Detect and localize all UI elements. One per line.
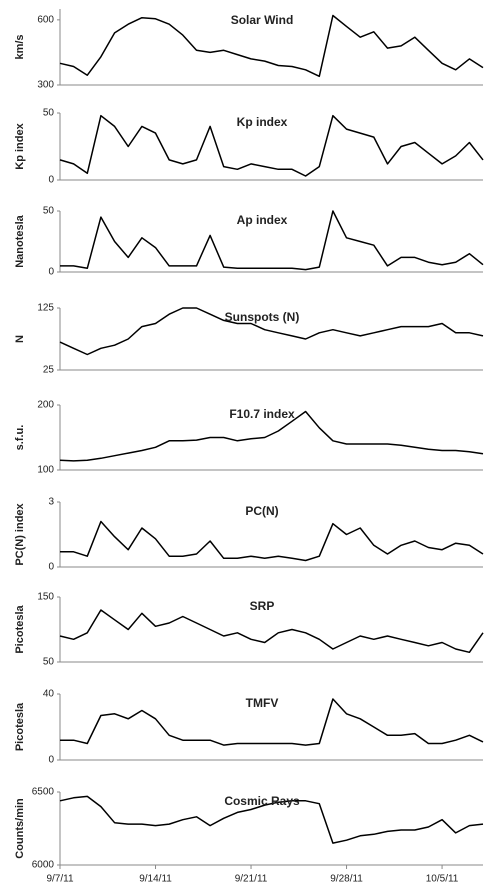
x-tick-label: 9/28/11 bbox=[330, 874, 363, 885]
y-axis-label: Picotesla bbox=[14, 604, 26, 653]
y-tick-label: 100 bbox=[37, 465, 54, 476]
y-tick-label: 0 bbox=[48, 562, 54, 573]
x-tick-label: 9/14/11 bbox=[139, 874, 172, 885]
data-line bbox=[59, 609, 484, 654]
data-line bbox=[60, 210, 484, 271]
data-line bbox=[60, 520, 484, 562]
y-tick-label: 25 bbox=[43, 365, 55, 376]
y-axis-label: Kp index bbox=[14, 122, 26, 169]
x-tick-label: 9/21/11 bbox=[235, 874, 268, 885]
y-tick-label: 50 bbox=[43, 657, 55, 668]
y-tick-label: 50 bbox=[43, 206, 55, 217]
panel-title: SRP bbox=[250, 599, 275, 613]
panel-title: Kp index bbox=[237, 115, 288, 129]
panel-title: Ap index bbox=[237, 213, 288, 227]
panel-title: Cosmic Rays bbox=[224, 794, 300, 808]
y-tick-label: 200 bbox=[37, 400, 54, 411]
y-tick-label: 125 bbox=[37, 303, 54, 314]
y-axis-label: Nanotesla bbox=[14, 214, 26, 267]
y-tick-label: 40 bbox=[43, 689, 55, 700]
panel-title: F10.7 index bbox=[229, 407, 295, 421]
y-tick-label: 0 bbox=[48, 175, 54, 186]
panel-title: TMFV bbox=[246, 696, 279, 710]
y-axis-label: PC(N) index bbox=[14, 502, 26, 565]
x-tick-label: 9/7/11 bbox=[46, 874, 73, 885]
y-axis-label: km/s bbox=[14, 34, 26, 59]
y-tick-label: 150 bbox=[37, 592, 54, 603]
y-tick-label: 3 bbox=[48, 497, 54, 508]
y-axis-label: Picotesla bbox=[14, 702, 26, 751]
y-axis-label: Counts/min bbox=[14, 798, 26, 859]
data-line bbox=[59, 307, 484, 356]
data-line bbox=[60, 698, 484, 746]
x-tick-label: 10/5/11 bbox=[426, 874, 459, 885]
y-tick-label: 6000 bbox=[32, 860, 55, 871]
data-line bbox=[59, 14, 484, 78]
panel-title: Sunspots (N) bbox=[225, 310, 300, 324]
panel-title: Solar Wind bbox=[231, 13, 294, 27]
y-axis-label: s.f.u. bbox=[14, 425, 26, 451]
y-axis-label: N bbox=[14, 335, 26, 343]
y-tick-label: 600 bbox=[37, 14, 54, 25]
data-line bbox=[59, 114, 484, 177]
y-tick-label: 0 bbox=[48, 267, 54, 278]
y-tick-label: 50 bbox=[43, 108, 55, 119]
y-tick-label: 0 bbox=[48, 755, 54, 766]
data-line bbox=[59, 795, 484, 844]
data-line bbox=[59, 410, 484, 462]
y-tick-label: 6500 bbox=[32, 787, 55, 798]
y-tick-label: 300 bbox=[37, 80, 54, 91]
panel-title: PC(N) bbox=[245, 504, 278, 518]
